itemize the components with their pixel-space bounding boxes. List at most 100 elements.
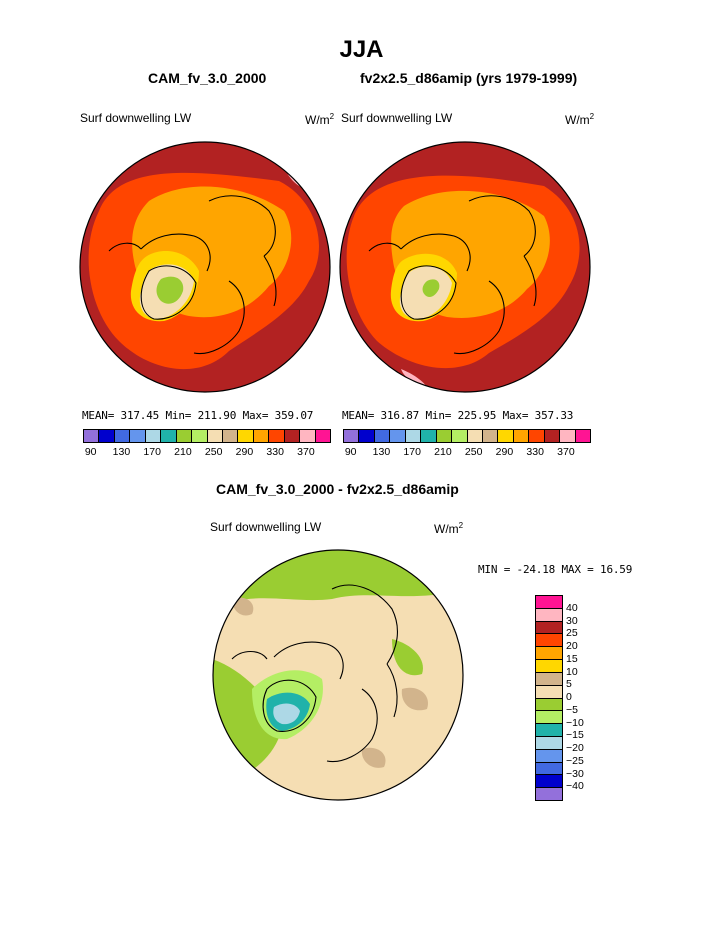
panel-1-ice-core (156, 276, 184, 304)
colorbar-swatch (536, 685, 562, 699)
colorbar-tick-label: −15 (566, 729, 584, 742)
colorbar-tick-label: 25 (566, 627, 578, 640)
colorbar-tick-label: 30 (566, 614, 578, 627)
panel-1-unit-label: W/m2 (305, 112, 335, 127)
colorbar-swatch (253, 430, 270, 442)
diff-coastlines (231, 584, 398, 763)
colorbar-swatch (374, 430, 391, 442)
figure-title: JJA (339, 36, 384, 63)
colorbar-swatch (359, 430, 375, 442)
colorbar-swatch (544, 430, 561, 442)
colorbar-swatch (99, 430, 115, 442)
colorbar-swatch (405, 430, 422, 442)
colorbar-tick-label: 250 (204, 446, 223, 458)
colorbar-swatch (536, 698, 562, 712)
colorbar-tick-label: 130 (112, 446, 131, 458)
diff-unit-label: W/m2 (434, 521, 464, 536)
diff-tan-field (232, 597, 254, 616)
panel-2-max-spot (401, 369, 427, 387)
colorbar-tick-label: −30 (566, 767, 584, 780)
colorbar-swatch (161, 430, 177, 442)
colorbar-swatch (192, 430, 208, 442)
panel-1-polar-map (79, 141, 331, 393)
colorbar-swatch (536, 736, 562, 750)
colorbar-swatch (222, 430, 239, 442)
colorbar-swatch (560, 430, 576, 442)
colorbar-swatch (536, 647, 562, 661)
panel-1-case-title: CAM_fv_3.0_2000 (148, 70, 267, 86)
colorbar-tick-label: 5 (566, 678, 572, 691)
colorbar-tick-label: −10 (566, 716, 584, 729)
colorbar-swatch (130, 430, 146, 442)
diff-title: CAM_fv_3.0_2000 - fv2x2.5_d86amip (216, 481, 459, 497)
colorbar-swatch (536, 634, 562, 648)
colorbar-swatch (536, 660, 562, 673)
colorbar-tick-label: 290 (235, 446, 254, 458)
colorbar-swatch (513, 430, 530, 442)
colorbar-swatch (536, 608, 562, 622)
panel-2-polar-map (339, 141, 591, 393)
colorbar-tick-label: 330 (526, 446, 544, 458)
colorbar-swatch (145, 430, 162, 442)
colorbar-tick-label: 250 (464, 446, 483, 458)
colorbar-swatch (536, 775, 562, 789)
colorbar-swatch (575, 430, 590, 442)
colorbar-swatch (536, 596, 562, 609)
colorbar-tick-label: −40 (566, 780, 584, 793)
colorbar-tick-label: 170 (403, 446, 421, 458)
colorbar-swatch (207, 430, 223, 442)
colorbar-swatch (536, 762, 562, 776)
diff-polar-map (212, 549, 464, 801)
colorbar-swatch (284, 430, 301, 442)
colorbar-swatch (536, 711, 562, 725)
colorbar-swatch (498, 430, 514, 442)
panel-1-colorbar (83, 429, 331, 443)
colorbar-tick-label: 40 (566, 601, 578, 614)
colorbar-tick-label: 370 (297, 446, 315, 458)
panel-2-ice-core (422, 279, 440, 297)
panel-2-stats: MEAN= 316.87 Min= 225.95 Max= 357.33 (342, 409, 574, 422)
panel-1-colorbar-labels: 90 130 170 210 250 290 330 370 (83, 446, 329, 460)
colorbar-swatch (536, 672, 562, 686)
panel-2-colorbar-labels: 90 130 170 210 250 290 330 370 (343, 446, 589, 460)
diff-variable-label: Surf downwelling LW (210, 520, 322, 534)
diff-tan-field (361, 747, 386, 768)
colorbar-tick-label: 170 (143, 446, 161, 458)
colorbar-tick-label: 290 (495, 446, 514, 458)
colorbar-swatch (315, 430, 330, 442)
colorbar-tick-label: −25 (566, 754, 584, 767)
colorbar-swatch (300, 430, 316, 442)
diff-lightblue-field (273, 703, 300, 725)
colorbar-swatch (467, 430, 483, 442)
colorbar-swatch (344, 430, 360, 442)
panel-1-stats: MEAN= 317.45 Min= 211.90 Max= 359.07 (82, 409, 314, 422)
colorbar-swatch (536, 749, 562, 763)
colorbar-tick-label: 130 (372, 446, 391, 458)
colorbar-swatch (84, 430, 100, 442)
colorbar-swatch (390, 430, 406, 442)
panel-2-colorbar (343, 429, 591, 443)
colorbar-swatch (536, 788, 562, 800)
colorbar-tick-label: 90 (84, 446, 97, 458)
panel-1-coastlines (108, 195, 277, 355)
colorbar-tick-label: 330 (266, 446, 284, 458)
colorbar-swatch (114, 430, 131, 442)
colorbar-swatch (421, 430, 437, 442)
panel-2-unit-label: W/m2 (565, 112, 595, 127)
colorbar-tick-label: −20 (566, 742, 584, 754)
colorbar-swatch (452, 430, 468, 442)
colorbar-swatch (269, 430, 285, 442)
colorbar-swatch (536, 621, 562, 635)
panel-2-case-title: fv2x2.5_d86amip (yrs 1979-1999) (360, 70, 578, 86)
panel-1-variable-label: Surf downwelling LW (80, 111, 192, 125)
colorbar-swatch (482, 430, 499, 442)
colorbar-swatch (176, 430, 193, 442)
diff-green-field (392, 639, 423, 676)
colorbar-tick-label: 370 (557, 446, 575, 458)
colorbar-swatch (536, 724, 562, 737)
colorbar-tick-label: 210 (434, 446, 452, 458)
colorbar-swatch (529, 430, 545, 442)
colorbar-tick-label: 0 (566, 691, 572, 703)
colorbar-tick-label: 15 (566, 652, 578, 665)
colorbar-tick-label: 90 (344, 446, 357, 458)
